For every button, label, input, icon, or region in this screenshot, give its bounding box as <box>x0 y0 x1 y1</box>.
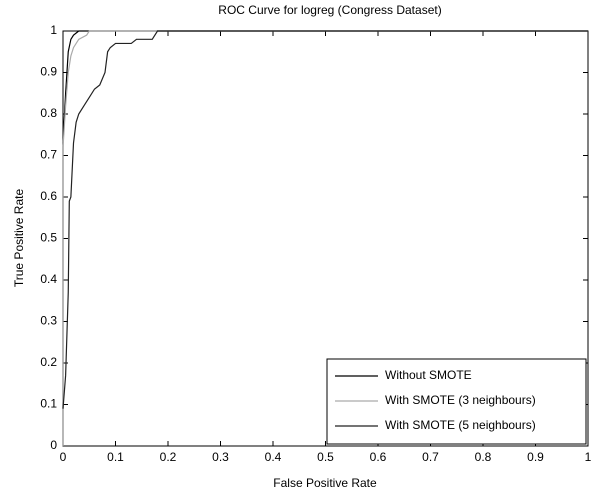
y-tick-label: 0.6 <box>40 189 57 203</box>
roc-curve <box>62 30 588 446</box>
x-tick-label: 0.7 <box>422 450 439 464</box>
y-axis-label: True Positive Rate <box>12 189 26 288</box>
chart-title: ROC Curve for logreg (Congress Dataset) <box>218 3 441 17</box>
x-tick-label: 0.1 <box>107 450 124 464</box>
y-tick-label: 0.8 <box>40 106 57 120</box>
y-tick-label: 0.7 <box>40 148 57 162</box>
roc-curve <box>62 30 588 409</box>
y-tick-label: 0.1 <box>40 397 57 411</box>
x-tick-label: 1 <box>585 450 592 464</box>
x-tick-label: 0.9 <box>527 450 544 464</box>
x-tick-label: 0.3 <box>212 450 229 464</box>
legend-label: Without SMOTE <box>385 368 472 382</box>
x-tick-label: 0.4 <box>265 450 282 464</box>
x-axis-label: False Positive Rate <box>273 476 377 490</box>
x-tick-label: 0.2 <box>160 450 177 464</box>
y-tick-label: 0.5 <box>40 231 57 245</box>
x-tick-label: 0.6 <box>370 450 387 464</box>
y-tick-label: 0.3 <box>40 314 57 328</box>
y-tick-label: 1 <box>50 23 57 37</box>
x-tick-label: 0.8 <box>475 450 492 464</box>
y-tick-label: 0.4 <box>40 272 57 286</box>
x-tick-label: 0 <box>60 450 67 464</box>
legend-label: With SMOTE (3 neighbours) <box>385 393 536 407</box>
y-tick-label: 0 <box>50 438 57 452</box>
y-tick-label: 0.2 <box>40 355 57 369</box>
legend-label: With SMOTE (5 neighbours) <box>385 418 536 432</box>
x-tick-label: 0.5 <box>317 450 334 464</box>
y-tick-label: 0.9 <box>40 65 57 79</box>
